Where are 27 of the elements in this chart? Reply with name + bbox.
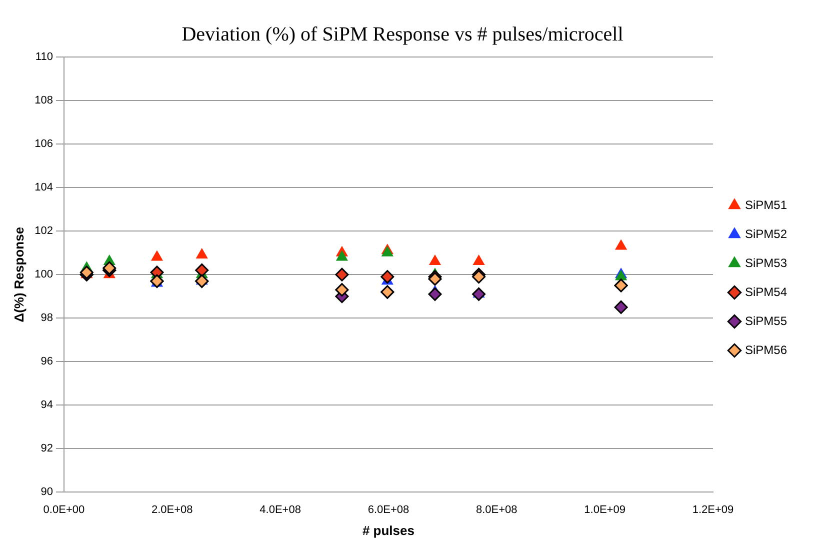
y-tick-label: 100 [34, 268, 53, 281]
y-axis-title: Δ(%) Response [11, 226, 26, 322]
x-tick-label: 8.0E+08 [476, 504, 518, 516]
y-tick-label: 110 [35, 51, 53, 64]
legend-label: SiPM54 [744, 284, 788, 299]
x-tick-label: 0.0E+00 [43, 504, 85, 516]
x-tick-label: 6.0E+08 [368, 504, 410, 516]
y-tick-label: 94 [40, 399, 53, 412]
x-tick-label: 4.0E+08 [260, 504, 301, 516]
x-tick-label: 1.2E+09 [692, 504, 734, 516]
legend-label: SiPM51 [744, 198, 788, 212]
y-tick-label: 106 [34, 138, 53, 150]
y-tick-label: 102 [34, 225, 53, 238]
legend-label: SiPM56 [744, 342, 788, 357]
x-tick-label: 2.0E+08 [151, 504, 193, 516]
legend-label: SiPM52 [744, 226, 788, 241]
y-tick-label: 96 [40, 356, 53, 368]
x-axis-title: # pulses [362, 522, 414, 538]
legend-label: SiPM53 [744, 256, 788, 270]
x-tick-label: 1.0E+09 [584, 504, 626, 516]
chart-title: Deviation (%) of SiPM Response vs # pulses/microcell [182, 23, 624, 46]
y-tick-label: 90 [40, 486, 53, 498]
y-tick-label: 108 [34, 94, 53, 107]
y-tick-label: 98 [40, 312, 53, 324]
y-tick-label: 104 [34, 182, 53, 194]
legend-label: SiPM55 [744, 314, 788, 328]
y-tick-label: 92 [40, 442, 53, 455]
